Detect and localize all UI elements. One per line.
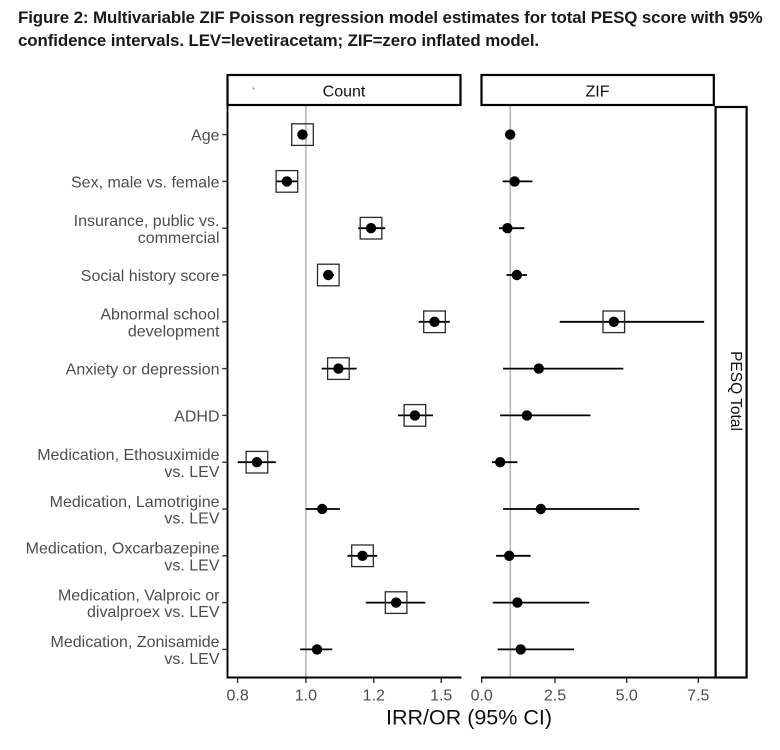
svg-text:Social history score: Social history score [81, 268, 220, 285]
svg-text:0.8: 0.8 [226, 688, 248, 705]
svg-text:Sex, male vs. female: Sex, male vs. female [71, 174, 220, 191]
svg-text:ZIF: ZIF [586, 84, 610, 101]
svg-text:Count: Count [323, 84, 366, 101]
svg-text:divalproex vs. LEV: divalproex vs. LEV [87, 604, 220, 621]
svg-text:2.5: 2.5 [544, 688, 566, 705]
svg-text:Medication, Zonisamide: Medication, Zonisamide [51, 634, 220, 651]
svg-text:Medication, Ethosuximide: Medication, Ethosuximide [37, 447, 219, 464]
svg-text:1.5: 1.5 [430, 688, 452, 705]
svg-text:vs. LEV: vs. LEV [164, 464, 219, 481]
svg-text:PESQ Total: PESQ Total [727, 351, 744, 431]
svg-text:1.2: 1.2 [363, 688, 385, 705]
svg-text:Abnormal school: Abnormal school [100, 307, 219, 324]
svg-text:vs. LEV: vs. LEV [164, 557, 219, 574]
svg-text:ADHD: ADHD [174, 408, 219, 425]
svg-text:0.0: 0.0 [471, 688, 493, 705]
svg-text:Medication, Valproic or: Medication, Valproic or [58, 587, 220, 604]
svg-text:vs. LEV: vs. LEV [164, 511, 219, 528]
svg-text:Medication, Lamotrigine: Medication, Lamotrigine [50, 494, 220, 511]
svg-text:Medication, Oxcarbazepine: Medication, Oxcarbazepine [26, 541, 220, 558]
svg-text:1.0: 1.0 [295, 688, 317, 705]
svg-text:Insurance, public vs.: Insurance, public vs. [74, 213, 220, 230]
svg-text:commercial: commercial [138, 230, 220, 247]
svg-text:IRR/OR (95% CI): IRR/OR (95% CI) [386, 705, 552, 729]
svg-text:Anxiety or depression: Anxiety or depression [66, 362, 220, 379]
svg-text:vs. LEV: vs. LEV [164, 651, 219, 668]
svg-text:7.5: 7.5 [687, 688, 709, 705]
svg-text:5.0: 5.0 [616, 688, 638, 705]
svg-text:development: development [128, 323, 220, 340]
svg-text:Age: Age [191, 128, 220, 145]
